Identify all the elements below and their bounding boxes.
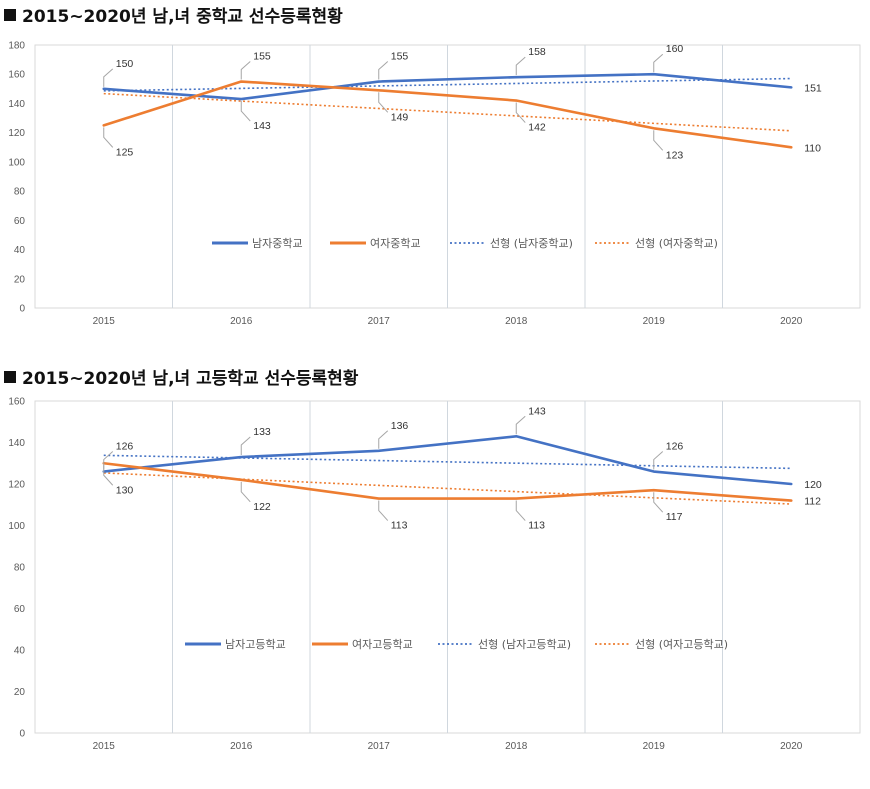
y-tick-label: 140 [8, 99, 25, 110]
chart-title-middle-school: 2015~2020년 남,녀 중학교 선수등록현황 [4, 2, 343, 27]
square-bullet-icon [4, 370, 16, 383]
data-label-leader [515, 56, 526, 76]
data-label-leader [378, 430, 389, 449]
series-line [102, 80, 793, 149]
data-label: 110 [804, 142, 821, 154]
x-tick-label: 2019 [643, 316, 666, 327]
y-tick-label: 160 [8, 397, 25, 408]
data-label: 155 [391, 51, 409, 63]
data-label: 120 [804, 479, 822, 491]
x-tick-label: 2020 [780, 741, 803, 752]
data-label: 126 [666, 441, 684, 453]
chart-title-text: 2015~2020년 남,녀 중학교 선수등록현황 [22, 7, 343, 27]
data-label: 143 [528, 405, 546, 417]
data-label: 113 [528, 520, 545, 532]
data-label-leader [653, 451, 664, 470]
y-tick-label: 40 [14, 245, 26, 256]
legend-entry: 선형 (남자중학교) [490, 237, 573, 250]
y-tick-label: 100 [8, 157, 25, 168]
x-tick-label: 2019 [643, 741, 666, 752]
y-tick-label: 80 [14, 187, 26, 198]
data-label-leader [378, 500, 389, 521]
y-tick-label: 80 [14, 563, 26, 574]
middle-school-line-chart: 0 20 40 60 80 100 120 140 160 180 2015 2016 2017 2018… [8, 41, 861, 327]
x-tick-label: 2016 [230, 316, 253, 327]
data-label-leader [515, 102, 526, 123]
data-label: 123 [666, 149, 684, 161]
high-school-line-chart: 0 20 40 60 80 100 120 140 160 2015 2016 2017 2018 201… [8, 397, 861, 752]
x-tick-label: 2018 [505, 316, 528, 327]
y-tick-label: 40 [14, 646, 26, 657]
data-label: 155 [253, 51, 271, 63]
y-tick-label: 140 [8, 438, 25, 449]
data-label: 136 [391, 420, 409, 432]
series-line [102, 461, 793, 502]
chart-title-high-school: 2015~2020년 남,녀 고등학교 선수등록현황 [4, 364, 358, 389]
legend-entry: 여자중학교 [370, 237, 421, 250]
x-tick-label: 2016 [230, 741, 253, 752]
trendline [103, 454, 792, 470]
data-label-leader [653, 53, 664, 73]
data-label: 150 [116, 58, 134, 70]
data-label-leader [103, 127, 114, 148]
data-label-leader [240, 481, 251, 503]
data-label: 160 [666, 43, 684, 55]
data-label: 142 [528, 122, 546, 134]
data-label-leader [378, 92, 389, 113]
series-line [102, 72, 793, 101]
data-label-leader [240, 101, 251, 122]
x-tick-label: 2020 [780, 316, 803, 327]
data-label-leader [653, 492, 664, 513]
data-label: 122 [253, 501, 271, 513]
data-label-leader [103, 465, 114, 486]
data-label: 113 [391, 520, 408, 532]
data-label: 149 [391, 111, 409, 123]
legend-entry: 선형 (여자중학교) [635, 237, 718, 250]
data-label-leader [103, 68, 114, 87]
data-label-leader [103, 451, 114, 470]
y-tick-label: 180 [8, 41, 25, 52]
data-label-leader [378, 61, 389, 80]
legend-entry: 남자고등학교 [225, 638, 286, 651]
legend-entry: 선형 (여자고등학교) [635, 638, 728, 651]
y-tick-label: 60 [14, 604, 26, 615]
x-tick-label: 2017 [368, 316, 391, 327]
y-tick-label: 60 [14, 216, 26, 227]
data-label: 125 [116, 146, 134, 158]
data-label: 130 [116, 484, 134, 496]
y-tick-label: 160 [8, 70, 25, 81]
data-label-leader [515, 415, 526, 435]
y-tick-label: 120 [8, 128, 25, 139]
data-label: 158 [528, 46, 546, 58]
y-tick-label: 20 [14, 687, 26, 698]
data-label-leader [515, 500, 526, 521]
y-tick-label: 0 [19, 729, 25, 740]
data-label: 112 [804, 496, 821, 508]
y-tick-label: 100 [8, 521, 25, 532]
data-label: 133 [253, 426, 271, 438]
data-label: 151 [804, 82, 822, 94]
data-label: 143 [253, 120, 271, 132]
data-label-leader [240, 61, 251, 80]
data-label-leader [240, 436, 251, 456]
x-tick-label: 2015 [93, 741, 116, 752]
legend-entry: 여자고등학교 [352, 638, 413, 651]
series-line [102, 434, 793, 486]
y-tick-label: 120 [8, 480, 25, 491]
legend-entry: 선형 (남자고등학교) [478, 638, 571, 651]
trendline [103, 77, 792, 92]
x-tick-label: 2018 [505, 741, 528, 752]
legend-entry: 남자중학교 [252, 237, 303, 250]
chart-title-text: 2015~2020년 남,녀 고등학교 선수등록현황 [22, 369, 359, 389]
square-bullet-icon [4, 8, 16, 21]
x-tick-label: 2017 [368, 741, 391, 752]
data-label-leader [653, 130, 664, 151]
data-label: 126 [116, 441, 134, 453]
x-tick-label: 2015 [93, 316, 116, 327]
data-label: 117 [666, 511, 683, 523]
y-tick-label: 20 [14, 274, 26, 285]
y-tick-label: 0 [19, 304, 25, 315]
